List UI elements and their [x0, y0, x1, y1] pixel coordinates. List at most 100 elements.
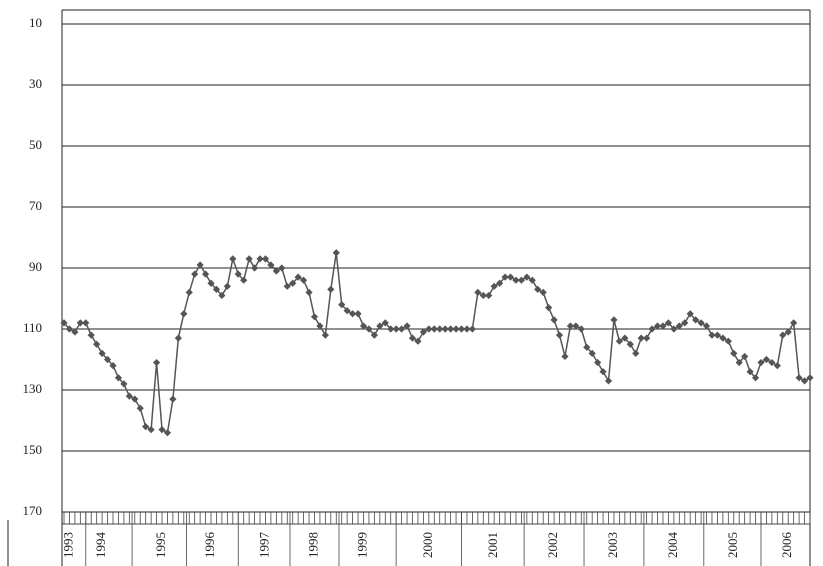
point-marker	[93, 340, 101, 348]
point-marker	[185, 288, 193, 296]
point-marker	[534, 285, 542, 293]
point-marker	[321, 331, 329, 339]
y-tick-label: 110	[23, 320, 42, 335]
point-marker	[289, 279, 297, 287]
point-marker	[392, 325, 400, 333]
point-marker	[713, 331, 722, 339]
point-marker	[632, 349, 640, 357]
point-marker	[452, 325, 460, 333]
point-marker	[730, 349, 738, 357]
point-marker	[114, 374, 123, 382]
x-tick-label: 2005	[725, 532, 740, 558]
point-marker	[708, 331, 716, 339]
point-marker	[278, 264, 286, 272]
point-marker	[555, 331, 564, 339]
point-marker	[506, 273, 515, 281]
point-marker	[724, 337, 732, 345]
point-marker	[256, 255, 264, 263]
point-marker	[550, 316, 558, 324]
point-marker	[169, 395, 177, 403]
y-tick-label: 30	[29, 76, 42, 91]
point-marker	[419, 328, 427, 336]
point-marker	[398, 325, 406, 333]
point-marker	[272, 267, 280, 275]
y-tick-label: 50	[29, 137, 42, 152]
point-marker	[692, 316, 700, 324]
point-marker	[528, 276, 536, 284]
x-tick-label: 1995	[153, 532, 168, 558]
point-marker	[71, 328, 79, 336]
point-marker	[60, 319, 68, 327]
point-marker	[757, 358, 765, 367]
y-tick-label: 90	[29, 259, 42, 274]
point-marker	[316, 322, 324, 330]
point-marker	[681, 319, 689, 327]
point-marker	[354, 310, 362, 318]
point-marker	[653, 322, 662, 330]
x-tick-label: 2000	[420, 532, 435, 558]
point-marker	[566, 322, 575, 330]
point-marker	[664, 319, 673, 327]
point-marker	[702, 322, 711, 330]
point-marker	[441, 325, 449, 333]
point-marker	[626, 340, 634, 348]
point-marker	[376, 322, 384, 330]
point-marker	[479, 291, 487, 300]
point-marker	[746, 368, 754, 376]
point-marker	[65, 325, 74, 333]
point-marker	[299, 276, 308, 284]
x-tick-label: 1997	[256, 532, 271, 559]
x-tick-label: 2001	[485, 532, 500, 558]
point-marker	[332, 249, 340, 257]
point-marker	[283, 282, 291, 290]
point-marker	[212, 285, 221, 293]
point-marker	[768, 358, 776, 367]
x-tick-label: 1998	[305, 532, 320, 558]
point-marker	[490, 282, 498, 290]
point-marker	[779, 331, 787, 339]
point-marker	[561, 352, 569, 361]
point-marker	[615, 337, 624, 345]
point-marker	[158, 426, 166, 434]
point-marker	[229, 255, 237, 263]
point-marker	[147, 426, 155, 434]
point-marker	[637, 334, 645, 342]
point-marker	[621, 334, 629, 342]
point-marker	[98, 349, 106, 357]
point-marker	[87, 331, 95, 339]
point-marker	[474, 288, 482, 296]
point-marker	[370, 331, 378, 339]
point-marker	[403, 322, 411, 330]
point-marker	[261, 255, 270, 263]
point-marker	[365, 325, 373, 333]
point-marker	[741, 352, 749, 361]
point-marker	[191, 270, 199, 278]
point-marker	[517, 276, 526, 284]
point-marker	[583, 343, 591, 351]
point-marker	[610, 316, 618, 324]
point-marker	[103, 355, 112, 364]
y-tick-label: 130	[23, 381, 43, 396]
point-marker	[545, 304, 553, 312]
point-marker	[207, 279, 215, 287]
point-marker	[136, 404, 144, 412]
point-marker	[523, 273, 531, 281]
y-tick-label: 170	[23, 503, 43, 518]
point-marker	[125, 392, 133, 400]
point-marker	[686, 310, 694, 318]
point-marker	[338, 301, 346, 309]
point-marker	[447, 325, 455, 333]
x-tick-label: 1993	[60, 532, 75, 558]
point-marker	[599, 368, 607, 376]
point-marker	[343, 307, 351, 315]
point-marker	[751, 374, 760, 382]
point-marker	[468, 325, 476, 333]
point-marker	[381, 319, 389, 327]
point-marker	[294, 273, 302, 281]
point-marker	[457, 325, 466, 333]
x-tick-label: 2002	[545, 532, 560, 558]
point-marker	[762, 355, 771, 364]
point-marker	[512, 276, 520, 284]
